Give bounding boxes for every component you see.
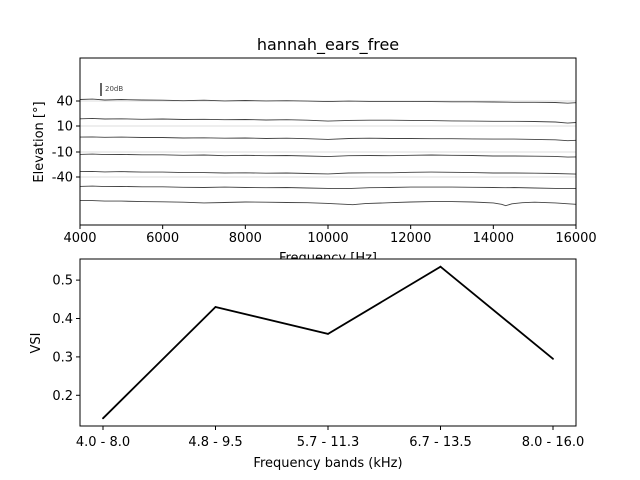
x-tick-label: 6000	[146, 231, 179, 246]
elevation-trace-4	[79, 153, 577, 158]
x-tick-label: 4.8 - 9.5	[188, 435, 242, 450]
y-tick-label: -40	[52, 171, 73, 186]
elevation-chart: hannah_ears_free 40 10 -10 -40 4000 6000 8000…	[32, 35, 597, 266]
elevation-trace-7	[80, 200, 577, 207]
y-tick-label: 0.2	[52, 389, 73, 404]
vsi-x-axis-label: Frequency bands (kHz)	[253, 456, 402, 471]
y-tick-label: 0.3	[52, 350, 73, 365]
x-tick-label: 5.7 - 11.3	[297, 435, 360, 450]
x-tick-label: 10000	[307, 231, 348, 246]
x-tick-label: 4.0 - 8.0	[76, 435, 130, 450]
elevation-trace-2	[79, 117, 577, 124]
x-tick-label: 8000	[229, 231, 262, 246]
elevation-x-ticks: 4000 6000 8000 10000 12000 14000 16000	[63, 225, 597, 246]
vsi-point	[214, 306, 217, 308]
vsi-plot-background	[80, 259, 576, 426]
scale-bar-label: 20dB	[105, 85, 123, 93]
x-tick-label: 6.7 - 13.5	[409, 435, 472, 450]
elevation-trace-5	[79, 170, 577, 175]
elevation-series	[79, 98, 577, 207]
elevation-trace-1	[79, 98, 577, 104]
chart-title: hannah_ears_free	[257, 35, 399, 55]
x-tick-label: 4000	[63, 231, 96, 246]
y-tick-label: 40	[56, 95, 73, 110]
vsi-series	[102, 265, 554, 420]
elevation-y-axis-label: Elevation [°]	[32, 101, 47, 182]
elevation-y-ticks: 40 10 -10 -40	[52, 95, 80, 186]
elevation-trace-6	[79, 185, 577, 190]
y-tick-label: -10	[52, 146, 73, 161]
elevation-grid	[80, 100, 576, 178]
elevation-trace-3	[79, 136, 577, 142]
x-tick-label: 16000	[555, 231, 596, 246]
vsi-point	[552, 357, 554, 360]
vsi-chart: 0.2 0.3 0.4 0.5 4.0 - 8.0 4.8 - 9.5 5.7 - 11.…	[29, 258, 584, 471]
y-tick-label: 10	[56, 120, 73, 135]
vsi-y-axis-label: VSI	[29, 333, 44, 354]
x-tick-label: 14000	[473, 231, 514, 246]
y-tick-label: 0.5	[52, 274, 73, 289]
vsi-point	[439, 265, 442, 268]
vsi-y-ticks: 0.2 0.3 0.4 0.5	[52, 274, 80, 404]
x-tick-label: 8.0 - 16.0	[522, 435, 585, 450]
vsi-point	[327, 332, 329, 335]
vsi-x-ticks: 4.0 - 8.0 4.8 - 9.5 5.7 - 11.3 6.7 - 13.5 8.…	[76, 426, 584, 450]
x-tick-label: 12000	[390, 231, 431, 246]
vsi-point	[102, 417, 104, 420]
y-tick-label: 0.4	[52, 312, 73, 327]
